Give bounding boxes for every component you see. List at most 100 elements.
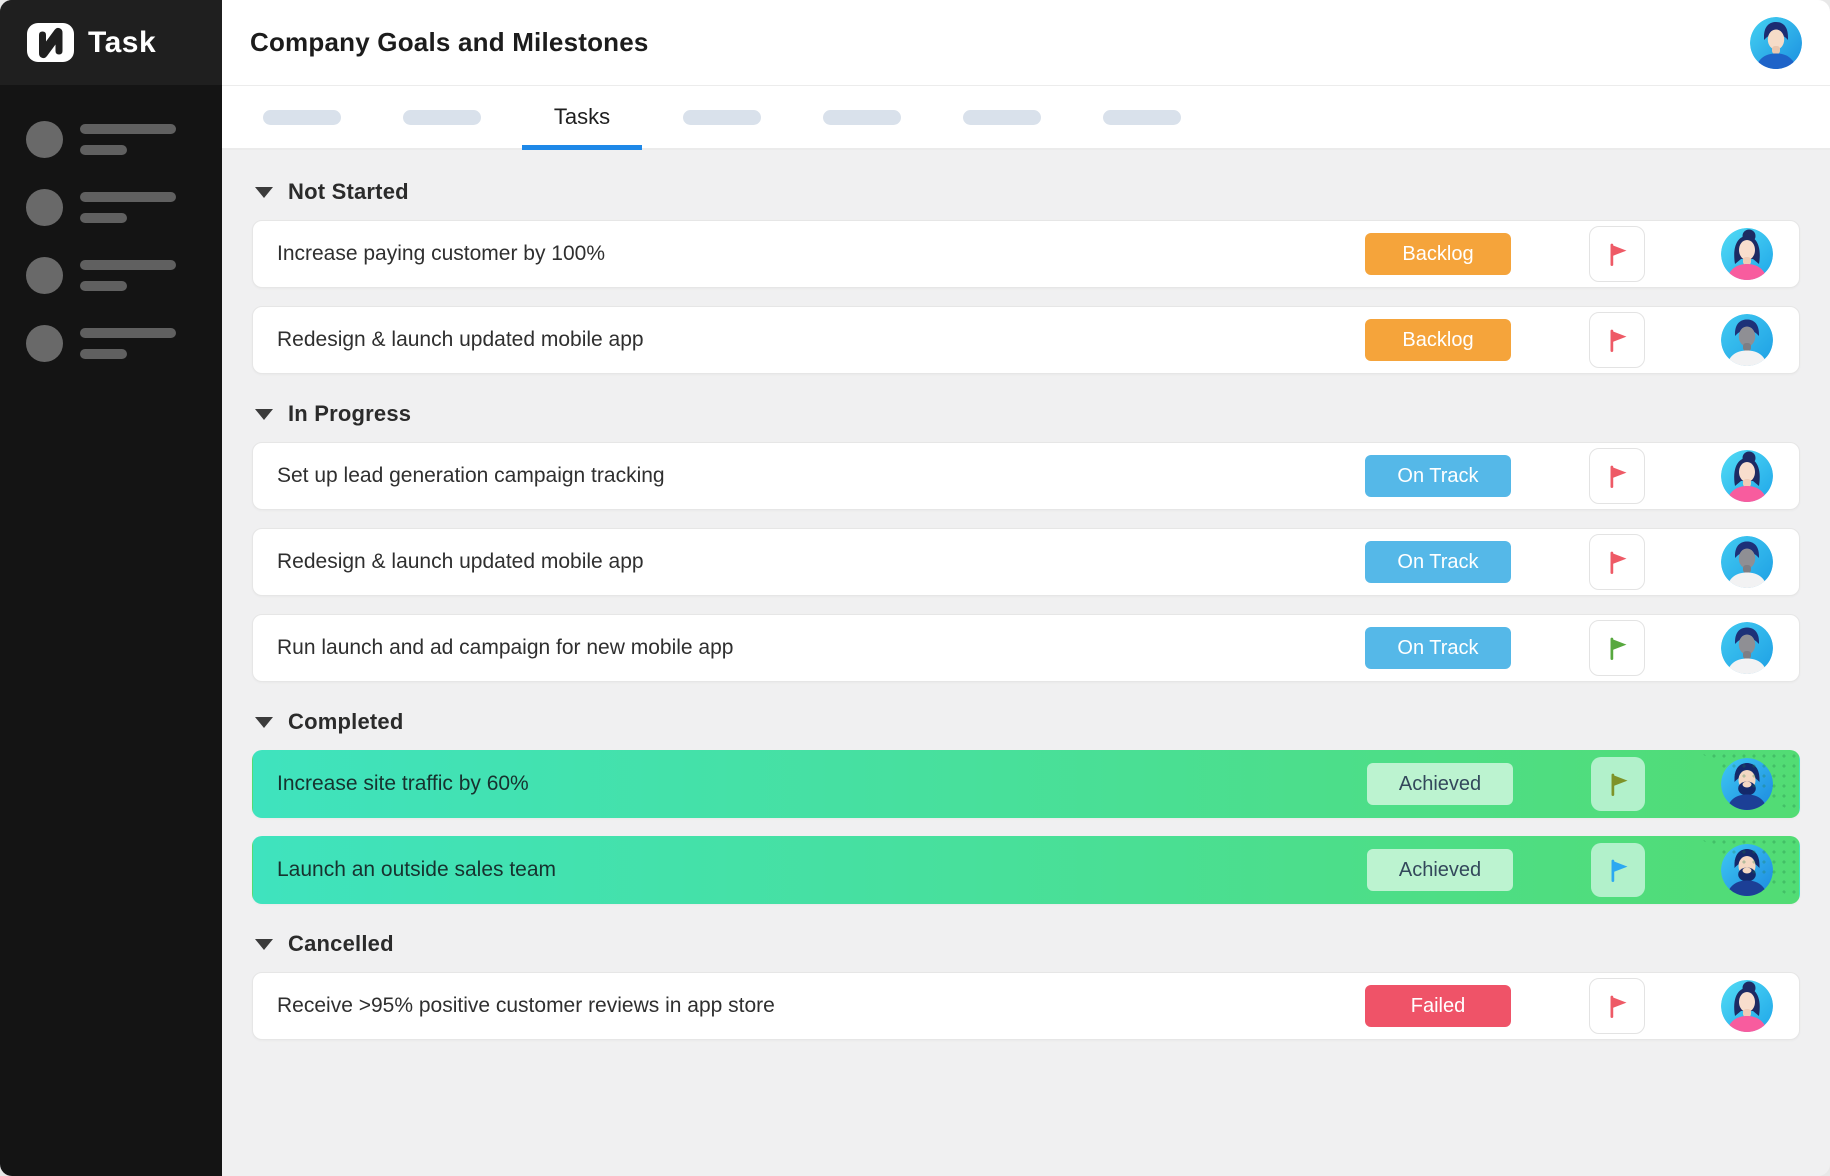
woman-avatar-icon (1721, 228, 1773, 280)
tab-bar: Tasks (222, 86, 1830, 150)
task-row-completed[interactable]: Increase site traffic by 60% Achieved (252, 750, 1800, 818)
section-header-not-started: Not Started (255, 179, 1800, 205)
sidebar-item-text-placeholder (80, 328, 176, 359)
task-title: Set up lead generation campaign tracking (277, 464, 665, 487)
sidebar-item[interactable] (0, 325, 222, 362)
man-avatar-icon (1721, 622, 1773, 674)
flag-icon (1611, 773, 1627, 796)
woman-avatar-icon (1721, 980, 1773, 1032)
task-title: Receive >95% positive customer reviews i… (277, 994, 775, 1017)
man-beard-avatar-icon (1721, 844, 1773, 896)
task-title: Redesign & launch updated mobile app (277, 550, 644, 573)
task-title: Redesign & launch updated mobile app (277, 328, 644, 351)
priority-flag-button[interactable] (1589, 312, 1645, 368)
priority-flag-button[interactable] (1589, 448, 1645, 504)
priority-flag-button[interactable] (1589, 534, 1645, 590)
flag-icon (1610, 995, 1626, 1018)
section-title: Completed (288, 709, 404, 734)
assignee-avatar[interactable] (1721, 758, 1773, 810)
assignee-avatar[interactable] (1721, 536, 1773, 588)
task-row[interactable]: Receive >95% positive customer reviews i… (252, 972, 1800, 1040)
sidebar-item-avatar-placeholder (26, 325, 63, 362)
flag-icon (1610, 329, 1626, 352)
status-badge[interactable]: On Track (1365, 627, 1511, 669)
collapse-caret-icon[interactable] (255, 408, 273, 420)
task-row[interactable]: Increase paying customer by 100% Backlog (252, 220, 1800, 288)
assignee-avatar[interactable] (1721, 228, 1773, 280)
status-badge[interactable]: On Track (1365, 541, 1511, 583)
status-badge[interactable]: Failed (1365, 985, 1511, 1027)
task-list: Not Started Increase paying customer by … (222, 150, 1830, 1040)
priority-flag-button[interactable] (1589, 226, 1645, 282)
man-beard-avatar-icon (1721, 758, 1773, 810)
sidebar-item-avatar-placeholder (26, 189, 63, 226)
task-row[interactable]: Redesign & launch updated mobile app On … (252, 528, 1800, 596)
section-header-cancelled: Cancelled (255, 931, 1800, 957)
flag-icon (1610, 551, 1626, 574)
sidebar-nav (0, 85, 222, 362)
main-area: Company Goals and Milestones Tasks (222, 0, 1830, 1040)
priority-flag-button[interactable] (1591, 843, 1645, 897)
man-avatar-icon (1721, 314, 1773, 366)
man-blue-avatar-icon (1750, 16, 1802, 69)
status-badge[interactable]: Backlog (1365, 233, 1511, 275)
tab-placeholder[interactable] (263, 109, 341, 125)
priority-flag-button[interactable] (1589, 978, 1645, 1034)
task-title: Run launch and ad campaign for new mobil… (277, 636, 734, 659)
sidebar: Task (0, 0, 222, 1176)
section-title: Cancelled (288, 931, 394, 956)
status-badge[interactable]: Achieved (1367, 763, 1513, 805)
tab-placeholder[interactable] (1103, 109, 1181, 125)
sidebar-item[interactable] (0, 121, 222, 158)
task-title: Increase site traffic by 60% (277, 772, 529, 795)
app-logo-text: Task (88, 25, 157, 59)
collapse-caret-icon[interactable] (255, 938, 273, 950)
flag-icon (1611, 859, 1627, 882)
collapse-caret-icon[interactable] (255, 716, 273, 728)
assignee-avatar[interactable] (1721, 314, 1773, 366)
section-header-completed: Completed (255, 709, 1800, 735)
flag-icon (1610, 465, 1626, 488)
sidebar-item[interactable] (0, 257, 222, 294)
flag-icon (1610, 637, 1626, 660)
collapse-caret-icon[interactable] (255, 186, 273, 198)
tab-placeholder[interactable] (683, 109, 761, 125)
assignee-avatar[interactable] (1721, 622, 1773, 674)
section-title: In Progress (288, 401, 412, 426)
sidebar-item-avatar-placeholder (26, 257, 63, 294)
page-title: Company Goals and Milestones (250, 27, 649, 57)
sidebar-item-avatar-placeholder (26, 121, 63, 158)
status-badge[interactable]: Achieved (1367, 849, 1513, 891)
section-title: Not Started (288, 179, 409, 204)
task-title: Increase paying customer by 100% (277, 242, 606, 265)
app-logo[interactable]: Task (0, 0, 222, 85)
task-row[interactable]: Set up lead generation campaign tracking… (252, 442, 1800, 510)
section-header-in-progress: In Progress (255, 401, 1800, 427)
top-bar: Company Goals and Milestones (222, 0, 1830, 86)
tab-placeholder[interactable] (403, 109, 481, 125)
assignee-avatar[interactable] (1721, 980, 1773, 1032)
man-avatar-icon (1721, 536, 1773, 588)
tab-placeholder[interactable] (963, 109, 1041, 125)
ntask-logo-icon (27, 23, 74, 62)
user-avatar[interactable] (1750, 16, 1802, 69)
flag-icon (1610, 243, 1626, 266)
priority-flag-button[interactable] (1591, 757, 1645, 811)
tab-placeholder[interactable] (823, 109, 901, 125)
status-badge[interactable]: Backlog (1365, 319, 1511, 361)
sidebar-item[interactable] (0, 189, 222, 226)
assignee-avatar[interactable] (1721, 844, 1773, 896)
assignee-avatar[interactable] (1721, 450, 1773, 502)
woman-avatar-icon (1721, 450, 1773, 502)
task-row[interactable]: Redesign & launch updated mobile app Bac… (252, 306, 1800, 374)
task-row-completed[interactable]: Launch an outside sales team Achieved (252, 836, 1800, 904)
task-title: Launch an outside sales team (277, 858, 557, 881)
priority-flag-button[interactable] (1589, 620, 1645, 676)
sidebar-item-text-placeholder (80, 124, 176, 155)
task-row[interactable]: Run launch and ad campaign for new mobil… (252, 614, 1800, 682)
sidebar-item-text-placeholder (80, 192, 176, 223)
status-badge[interactable]: On Track (1365, 455, 1511, 497)
tab-tasks[interactable]: Tasks (522, 86, 642, 150)
sidebar-item-text-placeholder (80, 260, 176, 291)
